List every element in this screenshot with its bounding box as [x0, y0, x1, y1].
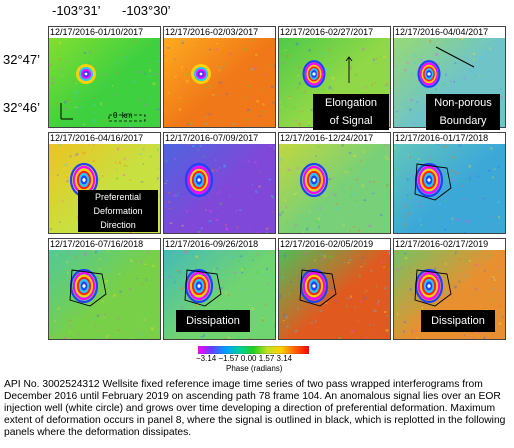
panel-date-label: 12/17/2016-07/16/2018: [49, 239, 160, 250]
scale-bar: [108, 114, 146, 122]
interferogram-image: [49, 27, 160, 127]
panel-date-label: 12/17/2016-02/05/2019: [279, 239, 390, 250]
boundary-line: [435, 46, 475, 68]
deformation-signal: [184, 268, 222, 307]
panel-date-label: 12/17/2016-07/09/2017: [164, 133, 275, 144]
panel-date-label: 12/17/2016-01/17/2018: [394, 133, 505, 144]
interferogram-image: [279, 133, 390, 233]
colorbar-ticks: −3.14 −1.57 0.00 1.57 3.14: [196, 354, 293, 363]
elongation-annotation: Elongation of Signal: [313, 94, 389, 130]
interferogram-panel: 12/17/2016-12/24/2017: [278, 132, 391, 234]
panel-date-label: 12/17/2016-09/26/2018: [164, 239, 275, 250]
preferential-annotation: Preferential Deformation Direction: [78, 190, 158, 232]
interferogram-panel: 12/17/2016-01/17/2018: [393, 132, 506, 234]
figure-caption: API No. 3002524312 Wellsite fixed refere…: [4, 379, 506, 438]
interferogram-image: [164, 27, 275, 127]
deformation-signal: [184, 162, 214, 198]
dissipation-annotation-1: Dissipation: [176, 310, 250, 332]
deformation-signal: [414, 162, 452, 201]
deformation-signal: [417, 60, 441, 88]
interferogram-panel: 12/17/2016-02/05/2019: [278, 238, 391, 340]
interferogram-image: [49, 239, 160, 339]
phase-colorbar: [198, 346, 309, 354]
latitude-label-2: 32°46’: [3, 100, 41, 115]
interferogram-panel: 12/17/2016-07/16/2018: [48, 238, 161, 340]
panel-date-label: 12/17/2016-01/10/2017: [49, 27, 160, 38]
longitude-label-1: -103°31’: [52, 3, 101, 18]
panel-date-label: 12/17/2016-02/27/2017: [279, 27, 390, 38]
latitude-label-1: 32°47’: [3, 52, 41, 67]
deformation-signal: [69, 268, 107, 307]
panel-date-label: 12/17/2016-02/17/2019: [394, 239, 505, 250]
interferogram-image: [164, 133, 275, 233]
deformation-signal: [414, 268, 452, 307]
interferogram-image: [279, 239, 390, 339]
deformation-signal: [191, 64, 211, 84]
interferogram-panel: 12/17/2016-09/26/2018: [163, 238, 276, 340]
longitude-label-2: -103°30’: [122, 3, 171, 18]
panel-date-label: 12/17/2016-12/24/2017: [279, 133, 390, 144]
interferogram-panel: 12/17/2016-01/10/2017 0 km: [48, 26, 161, 128]
deformation-signal: [302, 60, 326, 88]
panel-date-label: 12/17/2016-02/03/2017: [164, 27, 275, 38]
dissipation-annotation-2: Dissipation: [421, 310, 495, 332]
nonporous-annotation: Non-porous Boundary: [426, 94, 500, 130]
interferogram-panel: 12/17/2016-02/03/2017: [163, 26, 276, 128]
scale-label: 0 km: [113, 111, 133, 120]
interferogram-panel: 12/17/2016-07/09/2017: [163, 132, 276, 234]
deformation-signal: [299, 268, 337, 307]
colorbar-unit: Phase (radians): [226, 364, 283, 373]
panel-date-label: 12/17/2016-04/16/2017: [49, 133, 160, 144]
deformation-signal: [76, 64, 96, 84]
interferogram-image: [394, 133, 505, 233]
elongation-arrow: [345, 56, 353, 83]
panel-date-label: 12/17/2016-04/04/2017: [394, 27, 505, 38]
deformation-signal: [299, 162, 329, 198]
